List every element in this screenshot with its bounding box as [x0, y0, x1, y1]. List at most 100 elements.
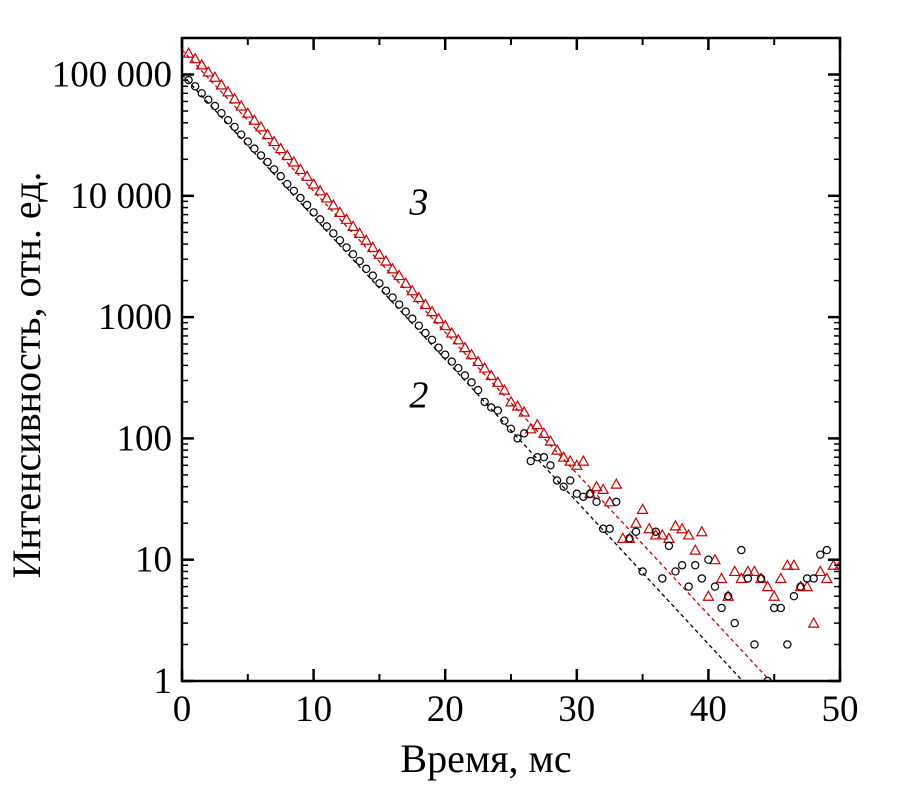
fit-line-1 [182, 49, 771, 681]
data-point-triangle [702, 589, 715, 601]
data-point-circle [480, 397, 489, 407]
data-point-triangle [248, 113, 261, 125]
data-point-circle [197, 89, 206, 98]
data-point-circle [250, 144, 259, 153]
data-point-circle [506, 424, 516, 434]
data-point-circle [289, 186, 299, 195]
data-point-circle [190, 82, 200, 91]
data-point-circle [822, 545, 832, 555]
data-point-circle [809, 574, 818, 583]
data-point-triangle [274, 142, 287, 154]
data-point-circle [473, 385, 483, 395]
data-point-triangle [820, 572, 833, 584]
data-point-circle [493, 406, 503, 415]
data-point-triangle [327, 198, 340, 210]
data-point-circle [243, 137, 252, 146]
data-point-circle [770, 603, 779, 613]
data-point-triangle [281, 149, 294, 161]
data-point-circle [210, 101, 220, 111]
data-point-circle [223, 116, 233, 125]
data-point-triangle [235, 99, 248, 111]
data-point-triangle [228, 92, 241, 104]
data-point-triangle [419, 298, 432, 310]
data-point-triangle [465, 348, 478, 360]
data-point-circle [454, 363, 463, 373]
data-point-triangle [511, 399, 524, 411]
data-point-triangle [222, 85, 235, 97]
data-point-triangle [195, 58, 208, 70]
data-point-circle [309, 208, 318, 217]
y-axis-title: Интенсивность, отн. ед. [4, 172, 49, 579]
data-point-triangle [314, 184, 327, 196]
data-point-circle [723, 592, 733, 601]
data-point-triangle [689, 543, 702, 555]
data-point-circle [802, 574, 812, 583]
data-point-circle [487, 403, 496, 412]
data-point-circle [533, 452, 542, 462]
data-point-circle [717, 603, 726, 613]
y-tick-label: 1000 [98, 297, 172, 338]
data-point-triangle [458, 341, 471, 353]
data-point-circle [579, 492, 588, 502]
data-point-circle [638, 567, 647, 576]
data-point-triangle [426, 305, 439, 317]
axis-ticks [180, 37, 842, 683]
data-point-circle [237, 130, 246, 139]
data-point-circle [546, 461, 555, 470]
data-point-triangle [445, 326, 458, 338]
data-point-circle [750, 640, 759, 649]
data-point-circle [671, 567, 680, 576]
data-point-triangle [551, 443, 564, 455]
data-point-triangle [577, 454, 590, 466]
data-point-triangle [452, 333, 465, 345]
data-point-triangle [189, 52, 202, 64]
data-point-circle [427, 335, 437, 345]
data-point-circle [355, 256, 364, 266]
data-point-circle [362, 264, 371, 274]
data-point-circle [763, 676, 772, 681]
data-point-circle [388, 293, 397, 302]
data-point-circle [204, 95, 213, 104]
data-point-circle [256, 151, 266, 160]
data-point-triangle [202, 65, 215, 77]
data-point-triangle [412, 291, 425, 303]
data-point-triangle [537, 427, 550, 438]
data-point-circle [677, 561, 687, 570]
x-tick-label: 30 [558, 689, 595, 730]
data-point-triangle [406, 284, 419, 296]
data-point-triangle [504, 395, 518, 407]
data-point-triangle [307, 177, 320, 189]
data-point-triangle [485, 369, 498, 381]
data-point-triangle [531, 418, 544, 430]
x-axis-title: Время, мс [400, 736, 571, 781]
fit-lines [182, 49, 771, 681]
data-point-circle [605, 524, 614, 533]
data-point-triangle [399, 277, 412, 288]
data-point-circle [401, 307, 410, 316]
data-point-circle [322, 222, 331, 231]
data-point-circle [381, 286, 391, 295]
data-point-triangle [669, 519, 682, 531]
data-point-triangle [241, 106, 254, 118]
fit-line-2 [182, 74, 744, 681]
data-point-circle [704, 555, 713, 564]
data-point-triangle [215, 78, 228, 90]
data-point-circle [743, 574, 753, 583]
data-point-triangle [643, 522, 656, 534]
plot-frame [180, 36, 842, 683]
y-tick-label: 100 000 [52, 55, 172, 96]
data-point-triangle [379, 254, 392, 266]
data-point-circle [335, 236, 345, 245]
data-point-triangle [774, 572, 787, 584]
data-point-circle [296, 193, 305, 203]
data-point-circle [730, 618, 739, 628]
data-point-circle [816, 550, 825, 559]
data-point-circle [526, 456, 535, 466]
data-point-circle [315, 215, 325, 224]
data-point-circle [269, 165, 279, 174]
data-point-circle [697, 574, 707, 583]
data-point-triangle [544, 434, 557, 446]
data-point-triangle [254, 120, 267, 132]
data-point-triangle [597, 483, 610, 494]
data-point-circle [539, 452, 549, 462]
